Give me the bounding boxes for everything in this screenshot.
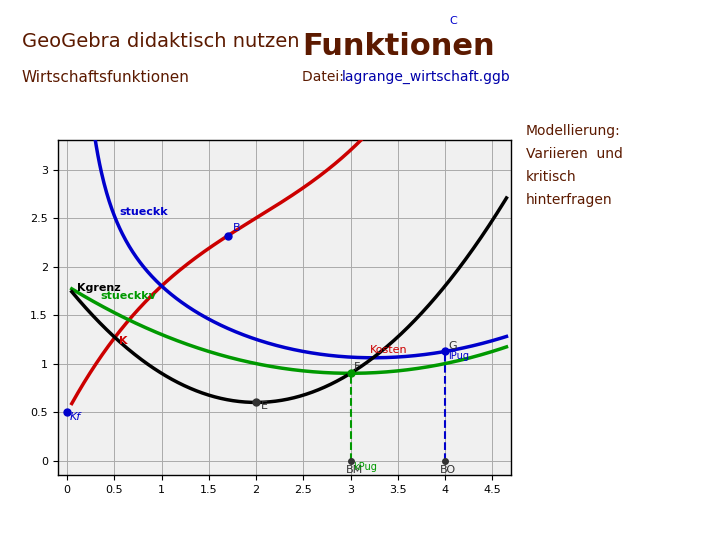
Text: lPug: lPug bbox=[448, 351, 469, 361]
Text: Funktionen: Funktionen bbox=[302, 32, 495, 62]
Text: E: E bbox=[261, 401, 268, 411]
Text: K: K bbox=[119, 336, 127, 346]
Text: Prof. Dr. Dörte Haftendorn, Leuphana Universität Lüneburg,  http://www.mathemati: Prof. Dr. Dörte Haftendorn, Leuphana Uni… bbox=[45, 519, 675, 532]
Text: Modellierung:
Variieren  und
kritisch
hinterfragen: Modellierung: Variieren und kritisch hin… bbox=[526, 124, 623, 207]
Text: F: F bbox=[354, 362, 360, 373]
Text: BM: BM bbox=[346, 465, 363, 475]
Text: GeoGebra didaktisch nutzen: GeoGebra didaktisch nutzen bbox=[22, 32, 299, 51]
Text: B: B bbox=[233, 223, 240, 233]
Text: C: C bbox=[450, 16, 457, 26]
Text: G: G bbox=[448, 341, 456, 350]
Text: kPug: kPug bbox=[354, 462, 377, 472]
Text: Kosten: Kosten bbox=[369, 345, 407, 355]
Text: lagrange_wirtschaft.ggb: lagrange_wirtschaft.ggb bbox=[342, 70, 510, 84]
Text: Kgrenz: Kgrenz bbox=[76, 284, 120, 294]
Text: Datei:: Datei: bbox=[302, 70, 348, 84]
Text: Kf: Kf bbox=[70, 412, 81, 422]
Text: Wirtschaftsfunktionen: Wirtschaftsfunktionen bbox=[22, 70, 189, 85]
Text: stueckk: stueckk bbox=[119, 207, 168, 217]
Text: stueckkv: stueckkv bbox=[100, 292, 156, 301]
Text: BO: BO bbox=[441, 465, 456, 475]
